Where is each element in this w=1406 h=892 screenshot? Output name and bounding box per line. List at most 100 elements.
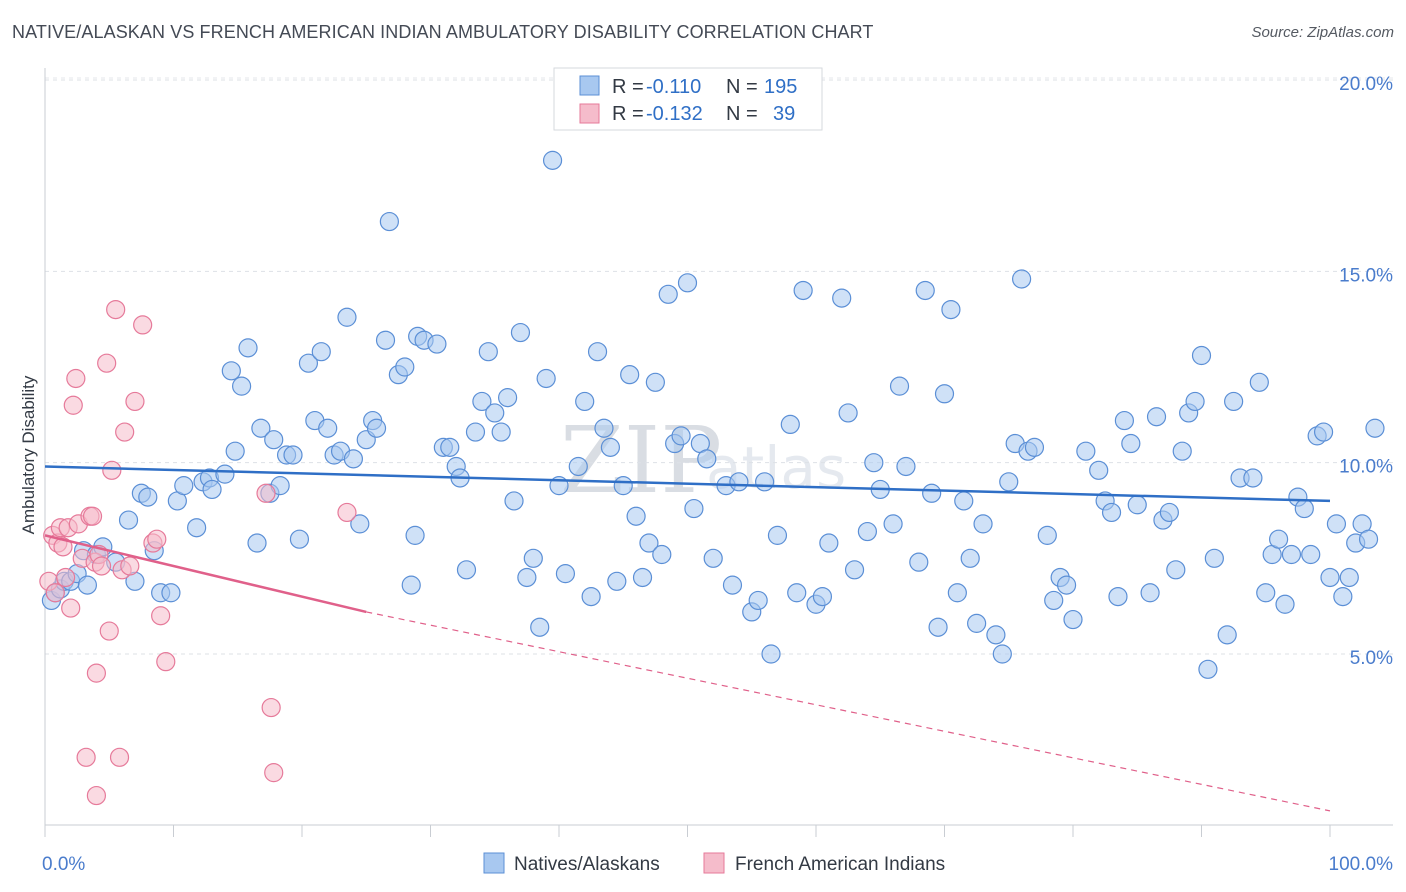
data-point-french	[115, 422, 135, 442]
y-axis-label: Ambulatory Disability	[19, 375, 38, 534]
data-point-natives	[658, 284, 678, 304]
data-point-french	[256, 483, 276, 503]
data-point-french	[76, 747, 96, 767]
y-tick-label: 5.0%	[1350, 648, 1393, 669]
data-point-natives	[652, 544, 672, 565]
data-point-natives	[478, 342, 498, 362]
data-point-natives	[1172, 441, 1192, 461]
data-point-natives	[1114, 410, 1135, 431]
data-point-french	[106, 300, 126, 320]
data-point-natives	[138, 487, 158, 507]
data-point-natives	[1281, 544, 1302, 565]
legend-r-label: R =	[612, 76, 644, 98]
data-point-natives	[1024, 437, 1045, 457]
data-point-natives	[405, 525, 425, 545]
data-point-natives	[1056, 575, 1077, 595]
data-point-natives	[1224, 391, 1244, 412]
data-point-natives	[504, 491, 524, 511]
data-point-natives	[639, 533, 659, 553]
data-point-natives	[379, 211, 399, 232]
data-point-natives	[1044, 590, 1064, 611]
data-point-natives	[1159, 502, 1179, 523]
data-point-natives	[999, 472, 1019, 492]
data-point-french	[63, 395, 83, 415]
data-point-natives	[1313, 422, 1334, 442]
data-point-natives	[793, 280, 813, 301]
legend-n-label: N =	[726, 103, 758, 125]
data-point-natives	[1166, 560, 1186, 580]
data-point-natives	[780, 414, 800, 434]
data-point-natives	[896, 456, 916, 477]
data-point-natives	[456, 560, 477, 580]
data-point-natives	[607, 571, 627, 591]
data-point-natives	[600, 437, 621, 457]
data-point-natives	[555, 564, 576, 584]
data-point-natives	[510, 322, 531, 343]
data-point-natives	[1146, 407, 1167, 427]
data-point-natives	[401, 575, 421, 595]
data-point-natives	[1243, 468, 1263, 488]
data-point-natives	[542, 150, 563, 170]
data-point-natives	[1063, 609, 1083, 630]
data-point-natives	[161, 583, 181, 603]
legend-r-label: R =	[612, 103, 644, 125]
data-point-natives	[536, 368, 556, 389]
y-tick-label: 10.0%	[1339, 457, 1393, 478]
trend-line-french-extension	[366, 611, 1331, 812]
data-point-natives	[1358, 529, 1379, 549]
data-point-natives	[251, 418, 271, 438]
data-point-natives	[1217, 625, 1237, 645]
data-point-french	[86, 663, 107, 683]
data-point-french	[53, 537, 73, 557]
series-french-american-indians	[39, 300, 357, 806]
data-point-natives	[864, 453, 884, 473]
data-point-natives	[954, 491, 974, 511]
legend-swatch-pink	[579, 103, 600, 124]
data-point-natives	[289, 529, 310, 549]
data-point-natives	[491, 422, 511, 442]
data-point-natives	[1076, 441, 1096, 461]
data-point-natives	[1101, 502, 1122, 523]
data-point-natives	[832, 288, 852, 308]
data-point-natives	[498, 388, 518, 408]
data-point-natives	[247, 533, 267, 553]
data-point-natives	[1339, 567, 1359, 588]
data-point-natives	[812, 586, 833, 607]
source-label: Source: ZipAtlas.com	[1251, 24, 1394, 41]
data-point-natives	[202, 479, 222, 500]
data-point-natives	[1326, 514, 1347, 534]
data-point-natives	[722, 575, 743, 595]
trend-line-french	[44, 534, 367, 614]
data-point-natives	[283, 445, 303, 465]
series-natives-alaskans	[41, 150, 1385, 679]
data-point-french	[264, 763, 284, 783]
data-point-natives	[883, 514, 903, 534]
data-point-natives	[838, 403, 858, 423]
data-point-french	[86, 785, 107, 806]
data-point-natives	[1256, 583, 1276, 603]
axes: 5.0% 10.0% 15.0% 20.0%	[44, 68, 1393, 837]
x-tick-label-min: 0.0%	[42, 854, 85, 875]
data-point-natives	[973, 514, 993, 534]
data-point-natives	[1140, 583, 1160, 603]
data-point-natives	[523, 548, 543, 568]
data-point-natives	[366, 418, 387, 438]
bottom-legend-french: French American Indians	[735, 854, 945, 875]
data-point-french	[55, 567, 76, 588]
data-point-french	[133, 315, 153, 335]
data-point-natives	[581, 586, 601, 607]
data-point-natives	[677, 273, 698, 293]
data-point-natives	[318, 418, 338, 438]
x-tick-label-max: 100.0%	[1329, 854, 1394, 875]
data-point-natives	[986, 625, 1006, 645]
data-point-natives	[1011, 269, 1032, 289]
bottom-legend-swatch-pink	[703, 852, 725, 874]
data-point-natives	[575, 391, 595, 412]
data-point-natives	[754, 472, 775, 492]
grid-lines	[45, 77, 1393, 655]
bottom-legend: Natives/Alaskans French American Indians	[483, 852, 945, 875]
data-point-natives	[729, 472, 749, 492]
legend-n-label: N =	[726, 76, 758, 98]
data-point-natives	[928, 617, 948, 637]
